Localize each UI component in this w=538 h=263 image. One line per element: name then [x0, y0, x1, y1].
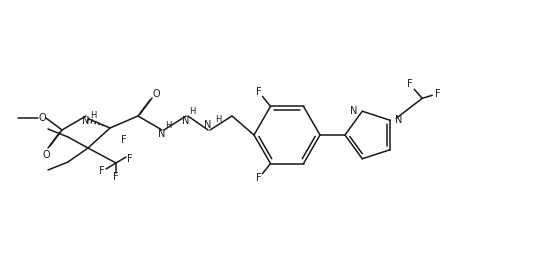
- Text: O: O: [38, 113, 46, 123]
- Text: H: H: [90, 110, 96, 119]
- Text: N: N: [82, 116, 90, 126]
- Text: H: H: [189, 107, 195, 115]
- Text: F: F: [99, 166, 105, 176]
- Text: N: N: [204, 120, 211, 130]
- Text: N: N: [350, 106, 357, 116]
- Text: F: F: [256, 87, 261, 97]
- Text: H: H: [165, 120, 172, 129]
- Text: F: F: [127, 154, 133, 164]
- Text: F: F: [121, 135, 127, 145]
- Text: F: F: [407, 79, 413, 89]
- Text: F: F: [113, 172, 119, 182]
- Text: F: F: [435, 89, 441, 99]
- Text: F: F: [256, 173, 261, 183]
- Text: N: N: [182, 116, 190, 126]
- Text: O: O: [42, 150, 50, 160]
- Text: N: N: [395, 115, 402, 125]
- Text: N: N: [158, 129, 166, 139]
- Text: H: H: [215, 114, 221, 124]
- Text: O: O: [152, 89, 160, 99]
